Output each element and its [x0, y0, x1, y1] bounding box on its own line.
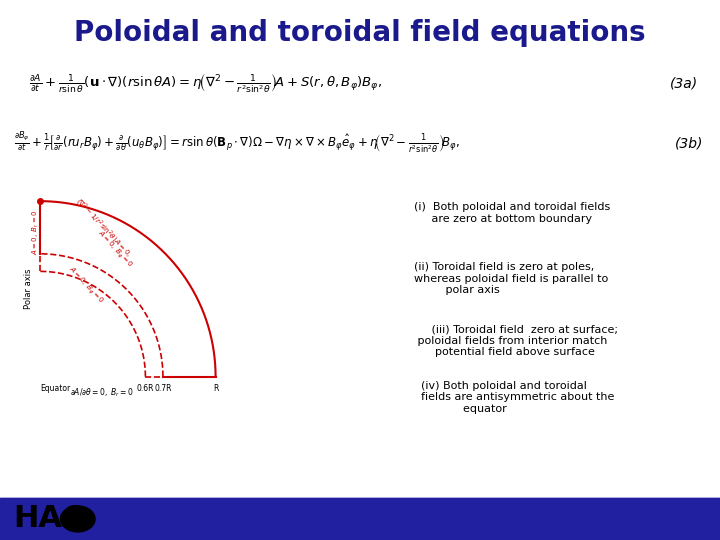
Text: $A=0,\; B_\varphi=0$: $A=0,\; B_\varphi=0$	[65, 264, 107, 307]
Text: HAO: HAO	[13, 504, 88, 534]
Text: $A=0,\; B_\varphi=0$: $A=0,\; B_\varphi=0$	[94, 228, 135, 271]
Text: (ii) Toroidal field is zero at poles,
whereas poloidal field is parallel to
    : (ii) Toroidal field is zero at poles, wh…	[414, 262, 608, 295]
Text: Polar axis: Polar axis	[24, 268, 33, 309]
Text: Poloidal and toroidal field equations: Poloidal and toroidal field equations	[74, 19, 646, 47]
Bar	[0, 498, 720, 540]
Text: $\frac{\partial A}{\partial t} + \frac{1}{r\sin\theta}(\mathbf{u}\cdot\nabla)(r\: $\frac{\partial A}{\partial t} + \frac{1…	[29, 72, 382, 96]
Text: (i)  Both poloidal and toroidal fields
     are zero at bottom boundary: (i) Both poloidal and toroidal fields ar…	[414, 202, 611, 224]
Circle shape	[60, 506, 95, 532]
Text: R: R	[213, 383, 218, 393]
Text: (3a): (3a)	[670, 77, 698, 91]
Text: 0.6R: 0.6R	[137, 383, 154, 393]
Text: $(\nabla^2-1/r^2\sin^2\!\theta)A=0,$: $(\nabla^2-1/r^2\sin^2\!\theta)A=0,$	[73, 196, 134, 261]
Text: $\frac{\partial B_\varphi}{\partial t} + \frac{1}{r}\!\left[\frac{\partial}{\par: $\frac{\partial B_\varphi}{\partial t} +…	[14, 130, 461, 156]
Text: 0.7R: 0.7R	[154, 383, 171, 393]
Text: (iii) Toroidal field  zero at surface;
 poloidal fields from interior match
    : (iii) Toroidal field zero at surface; po…	[414, 324, 618, 357]
Text: $A=0,\; B_r=0$: $A=0,\; B_r=0$	[31, 210, 41, 255]
Text: Equator: Equator	[40, 383, 71, 393]
Text: (3b): (3b)	[675, 136, 703, 150]
Text: (iv) Both poloidal and toroidal
  fields are antisymmetric about the
           : (iv) Both poloidal and toroidal fields a…	[414, 381, 614, 414]
Text: $\partial A/\partial\theta=0,\; B_r=0$: $\partial A/\partial\theta=0,\; B_r=0$	[70, 387, 133, 399]
